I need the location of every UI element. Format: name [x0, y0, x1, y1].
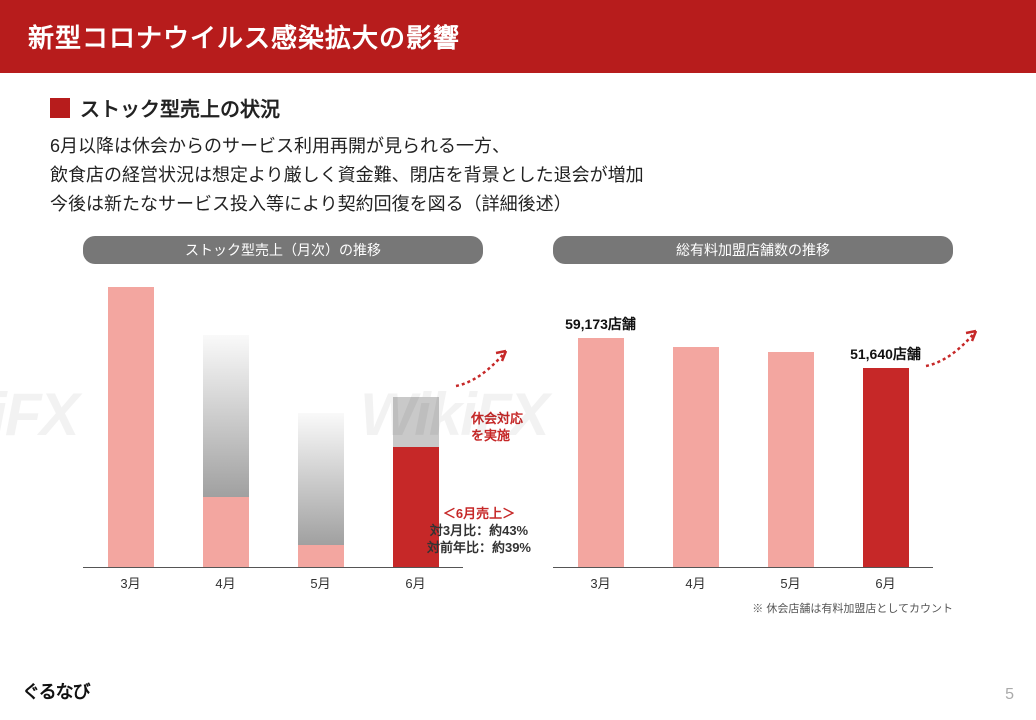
trend-arrow-icon	[451, 336, 521, 396]
bar-column: 51,640店舗	[863, 286, 909, 567]
x-axis-label: 5月	[780, 573, 800, 592]
bar-segment	[393, 397, 439, 447]
section-heading-text: ストック型売上の状況	[80, 93, 280, 122]
june-box-line: 対3月比：約43%	[427, 523, 531, 540]
charts-row: ストック型売上（月次）の推移 3月 4月 5月 6月 休会対応 を実施 ＜6月売上＞	[50, 236, 986, 616]
bar-segment	[298, 413, 344, 545]
chart-right-title: 総有料加盟店舗数の推移	[553, 236, 953, 264]
bar-segment	[203, 335, 249, 497]
slide-title: 新型コロナウイルス感染拡大の影響	[28, 23, 460, 53]
x-axis-label: 4月	[215, 573, 235, 592]
chart-right-baseline	[553, 567, 933, 568]
bar-segment	[298, 545, 344, 567]
slide-title-bar: 新型コロナウイルス感染拡大の影響	[0, 0, 1036, 73]
page-number: 5	[1005, 686, 1014, 704]
chart-right-bars: 59,173店舗 51,640店舗	[553, 286, 933, 567]
chart-right-xlabels: 3月 4月 5月 6月	[553, 573, 933, 592]
lead-line: 飲食店の経営状況は想定より厳しく資金難、閉店を背景とした退会が増加	[50, 161, 986, 190]
callout-note: 休会対応 を実施	[471, 411, 523, 445]
section-heading: ストック型売上の状況	[50, 93, 986, 122]
lead-text: 6月以降は休会からのサービス利用再開が見られる一方、 飲食店の経営状況は想定より…	[50, 132, 986, 218]
june-box-line: 対前年比：約39%	[427, 540, 531, 557]
chart-left: ストック型売上（月次）の推移 3月4月5月6月 休会対応 を実施 ＜6月売上＞	[63, 236, 503, 616]
chart-left-title: ストック型売上（月次）の推移	[83, 236, 483, 264]
x-axis-label: 6月	[405, 573, 425, 592]
chart-right-footnote: ※ 休会店舗は有料加盟店としてカウント	[533, 600, 973, 616]
bar-value-label: 59,173店舗	[565, 314, 636, 334]
x-axis-label: 4月	[685, 573, 705, 592]
x-axis-label: 3月	[590, 573, 610, 592]
bar-segment	[768, 352, 814, 568]
lead-line: 6月以降は休会からのサービス利用再開が見られる一方、	[50, 132, 986, 161]
chart-left-xlabels: 3月 4月 5月 6月	[83, 573, 463, 592]
chart-left-baseline	[83, 567, 463, 568]
bar-column	[298, 286, 344, 567]
chart-right: 総有料加盟店舗数の推移 59,173店舗 51,640店舗 3月 4月 5月 6月 ※ …	[533, 236, 973, 616]
callout-line: を実施	[471, 428, 523, 445]
content-area: ストック型売上の状況 6月以降は休会からのサービス利用再開が見られる一方、 飲食…	[0, 73, 1036, 616]
bar-column	[673, 286, 719, 567]
trend-arrow-icon	[921, 316, 991, 376]
chart-left-bars	[83, 286, 463, 567]
section-marker-icon	[50, 98, 70, 118]
chart-right-plot: 59,173店舗 51,640店舗 3月 4月 5月 6月	[533, 276, 973, 596]
callout-line: 休会対応	[471, 411, 523, 428]
x-axis-label: 6月	[875, 573, 895, 592]
june-box-title: ＜6月売上＞	[427, 506, 531, 523]
bar-segment	[863, 368, 909, 568]
bar-segment	[673, 347, 719, 567]
chart-left-plot: 3月4月5月6月 休会対応 を実施 ＜6月売上＞ 対3月比：約43% 対前年比：…	[63, 276, 503, 596]
bar-column: 59,173店舗	[578, 286, 624, 567]
lead-line: 今後は新たなサービス投入等により契約回復を図る（詳細後述）	[50, 190, 986, 219]
bar-column	[203, 286, 249, 567]
bar-column	[108, 286, 154, 567]
bar-value-label: 51,640店舗	[850, 344, 921, 364]
brand-logo: ぐるなび	[22, 678, 90, 704]
bar-segment	[108, 287, 154, 567]
bar-segment	[203, 497, 249, 567]
x-axis-label: 5月	[310, 573, 330, 592]
x-axis-label: 3月	[120, 573, 140, 592]
june-stats-box: ＜6月売上＞ 対3月比：約43% 対前年比：約39%	[427, 506, 531, 557]
bar-column	[768, 286, 814, 567]
bar-segment	[578, 338, 624, 568]
